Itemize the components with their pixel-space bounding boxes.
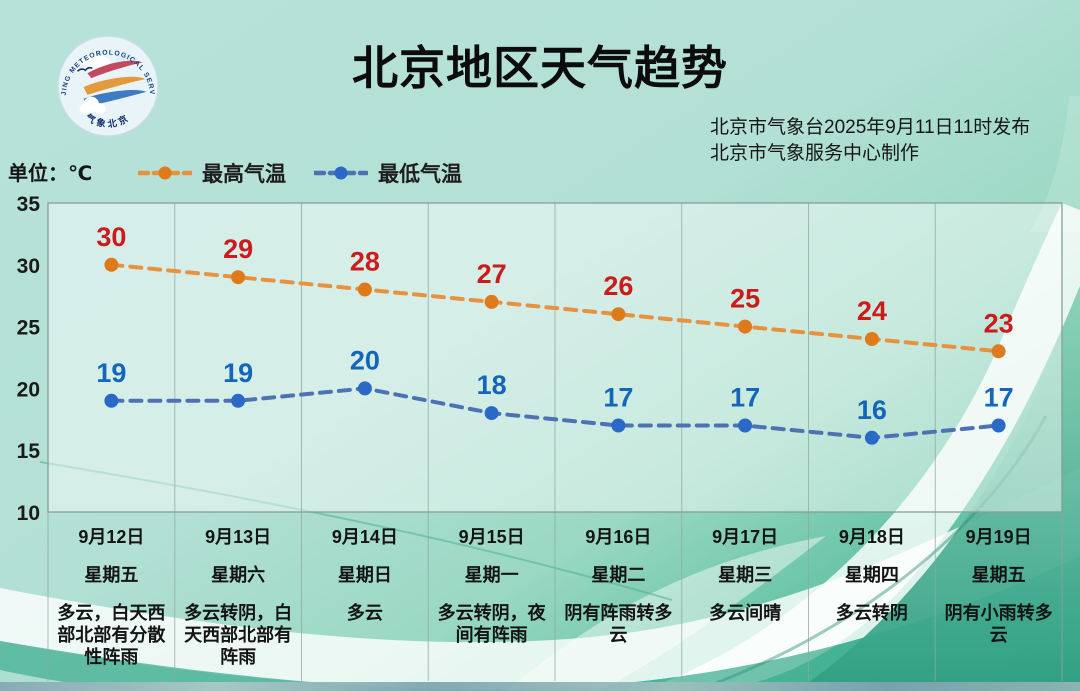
forecast-table: 9月12日 星期五 多云，白天西部北部有分散性阵雨 9月13日 星期六 多云转阴，白天西部… xyxy=(48,512,1062,683)
low-temp-point xyxy=(104,393,119,408)
forecast-weekday: 星期三 xyxy=(718,565,773,585)
forecast-weekday: 星期一 xyxy=(464,565,519,585)
forecast-weather: 多云，白天西部北部有分散性阵雨 xyxy=(57,603,166,667)
forecast-date: 9月15日 xyxy=(458,527,525,547)
low-temp-value: 19 xyxy=(96,358,126,388)
forecast-weekday: 星期五 xyxy=(971,565,1026,585)
publisher-info: 北京市气象台2025年9月11日11时发布 北京市气象服务中心制作 xyxy=(710,115,1030,167)
high-temp-value: 26 xyxy=(603,271,633,301)
cloud-icon xyxy=(80,55,110,68)
unit-label: 单位：℃ xyxy=(8,163,93,185)
forecast-weekday: 星期日 xyxy=(337,565,392,585)
low-temp-point xyxy=(864,430,879,445)
high-temp-value: 30 xyxy=(96,222,126,252)
page-title: 北京地区天气趋势 xyxy=(352,42,728,94)
high-temp-line xyxy=(109,262,1001,354)
high-temp-value: 25 xyxy=(730,284,760,314)
plot-border xyxy=(47,202,1063,513)
forecast-date: 9月16日 xyxy=(585,527,652,547)
forecast-weather: 多云转阴，夜间有阵雨 xyxy=(437,603,546,645)
forecast-weather: 多云 xyxy=(346,603,383,623)
high-temp-point xyxy=(484,294,499,309)
legend-item-high-temp: 最高气温 xyxy=(138,158,286,188)
forecast-weather: 多云间晴 xyxy=(709,603,782,623)
y-tick-label: 25 xyxy=(17,317,41,340)
low-temp-value: 17 xyxy=(984,383,1014,413)
y-tick-label: 20 xyxy=(17,378,40,401)
high-temp-value: 24 xyxy=(857,296,887,326)
forecast-weather: 多云转阴 xyxy=(835,603,908,623)
publish-time-line: 北京市气象台2025年9月11日11时发布 xyxy=(710,117,1031,138)
forecast-date: 9月19日 xyxy=(965,527,1032,547)
low-temp-value: 17 xyxy=(730,383,760,413)
forecast-date: 9月13日 xyxy=(205,527,272,547)
legend-item-low-temp: 最低气温 xyxy=(314,158,462,188)
low-temp-value: 17 xyxy=(603,383,633,413)
high-temp-value: 28 xyxy=(350,247,380,277)
forecast-date: 9月14日 xyxy=(331,527,398,547)
high-temp-value: 29 xyxy=(223,234,253,264)
forecast-column: 9月19日星期五阴有小雨转多云 xyxy=(935,512,1062,683)
high-temp-point xyxy=(611,307,626,322)
low-temp-value: 20 xyxy=(350,345,380,375)
forecast-date: 9月18日 xyxy=(838,527,905,547)
low-temp-value: 16 xyxy=(857,395,887,425)
legend-label-high-temp: 最高气温 xyxy=(202,163,286,186)
forecast-weather: 多云转阴，白天西部北部有阵雨 xyxy=(184,603,293,667)
bird-icon xyxy=(77,66,93,72)
blue-swoosh xyxy=(83,89,147,107)
chart-legend: 最高气温 最低气温 xyxy=(138,158,462,188)
forecast-column: 9月14日星期日多云 xyxy=(302,512,429,683)
orange-swoosh xyxy=(83,76,146,95)
producer-line: 北京市气象服务中心制作 xyxy=(710,143,920,164)
legend-label-low-temp: 最低气温 xyxy=(378,163,462,186)
high-temp-value: 23 xyxy=(984,308,1014,338)
low-temp-value: 19 xyxy=(223,358,253,388)
low-temp-value: 18 xyxy=(477,370,507,400)
forecast-column: 9月18日星期四多云转阴 xyxy=(809,512,936,683)
forecast-column: 9月13日星期六多云转阴，白天西部北部有阵雨 xyxy=(175,512,302,683)
high-temp-point xyxy=(231,270,246,285)
low-temp-point xyxy=(738,418,753,433)
cloud-icon xyxy=(94,103,106,114)
y-tick-label: 30 xyxy=(17,255,40,278)
cloud-icon xyxy=(79,103,90,114)
forecast-date: 9月12日 xyxy=(78,527,145,547)
red-swoosh xyxy=(87,60,143,79)
low-temp-point xyxy=(231,393,246,408)
high-temp-line-icon xyxy=(138,166,192,180)
forecast-date: 9月17日 xyxy=(712,527,779,547)
high-temp-point xyxy=(738,319,753,334)
y-tick-label: 10 xyxy=(17,502,40,525)
low-temp-line xyxy=(109,386,1001,440)
forecast-weekday: 星期五 xyxy=(84,565,139,585)
y-tick-label: 15 xyxy=(17,440,41,463)
forecast-weekday: 星期四 xyxy=(844,565,899,585)
forecast-weather: 阴有阵雨转多云 xyxy=(564,603,673,645)
low-temp-point xyxy=(357,381,372,396)
forecast-column: 9月15日星期一多云转阴，夜间有阵雨 xyxy=(428,512,555,683)
forecast-column: 9月12日星期五多云，白天西部北部有分散性阵雨 xyxy=(48,512,175,683)
forecast-weekday: 星期二 xyxy=(591,565,646,585)
low-temp-point xyxy=(611,418,626,433)
high-temp-point xyxy=(357,282,372,297)
forecast-column: 9月17日星期三多云间晴 xyxy=(682,512,809,683)
high-temp-point xyxy=(104,257,119,272)
meteorological-service-logo-icon: BEIJING METEOROLOGICAL SERVICE 气象北京 xyxy=(54,32,159,137)
low-temp-point xyxy=(991,418,1006,433)
forecast-weekday: 星期六 xyxy=(211,565,266,585)
high-temp-point xyxy=(991,344,1006,359)
low-temp-point xyxy=(484,406,499,421)
low-temp-line-icon xyxy=(314,166,368,180)
forecast-weather: 阴有小雨转多云 xyxy=(944,603,1053,645)
high-temp-value: 27 xyxy=(477,259,507,289)
forecast-column: 9月16日星期二阴有阵雨转多云 xyxy=(555,512,682,683)
y-tick-label: 35 xyxy=(17,193,41,216)
high-temp-point xyxy=(864,332,879,346)
